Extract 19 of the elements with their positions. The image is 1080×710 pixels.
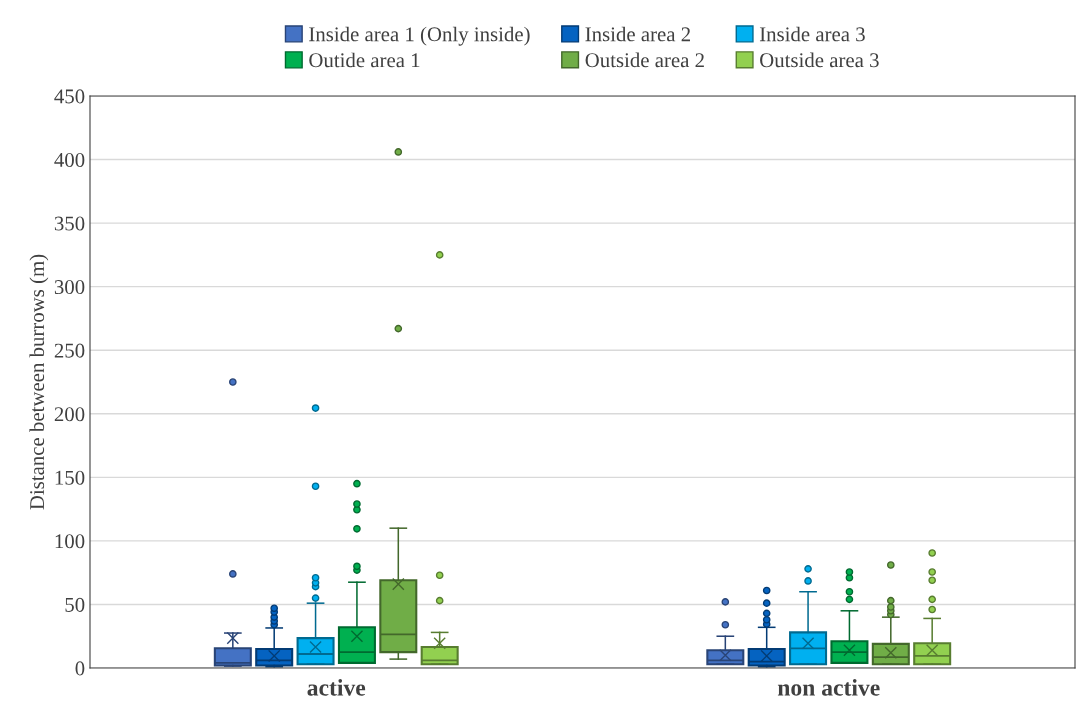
legend-label: Outside area 3	[760, 52, 879, 68]
y-axis-title: Distance between burrows (m)	[29, 254, 49, 510]
legend-label: Inside area 3	[759, 26, 865, 42]
legend-label: Inside area 1 (Only inside)	[309, 26, 530, 46]
x-tick-label: active	[307, 679, 366, 696]
y-tick-label: 100	[55, 534, 85, 549]
x-tick-label: non active	[777, 679, 880, 696]
y-tick-label: 200	[54, 407, 85, 422]
y-tick-label: 400	[54, 152, 85, 167]
legend-label: Outside area 2	[585, 52, 704, 68]
y-tick-label: 250	[54, 343, 85, 358]
y-tick-label: 50	[65, 597, 85, 612]
legend-label: Inside area 2	[585, 26, 690, 42]
y-tick-label: 300	[54, 280, 85, 295]
y-tick-label: 350	[54, 216, 85, 231]
y-tick-label: 0	[75, 661, 85, 676]
legend-label: Outide area 1	[309, 52, 420, 68]
y-tick-label: 150	[55, 470, 85, 485]
y-tick-label: 450	[54, 89, 85, 104]
